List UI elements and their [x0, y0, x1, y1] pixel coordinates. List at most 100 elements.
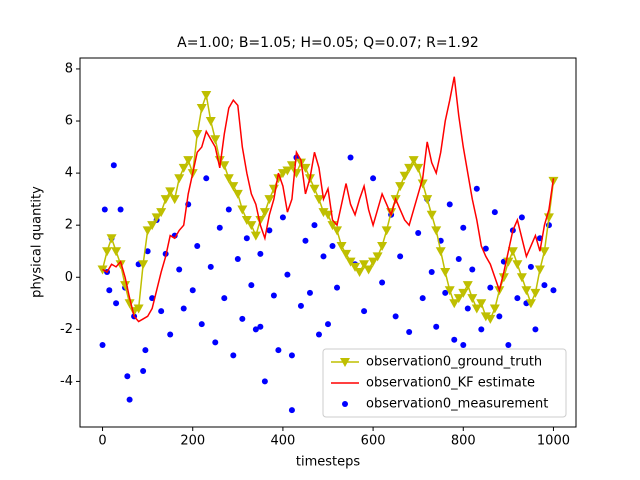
marker: [156, 208, 167, 218]
point: [189, 287, 196, 294]
y-tick-label: 8: [65, 61, 73, 76]
point: [288, 407, 295, 414]
marker: [404, 163, 415, 173]
marker: [359, 260, 370, 270]
point: [248, 282, 255, 289]
point: [275, 347, 282, 354]
marker: [111, 247, 122, 257]
point: [144, 248, 151, 255]
point: [505, 341, 512, 348]
point: [451, 336, 458, 343]
point: [460, 224, 467, 231]
marker: [147, 221, 158, 231]
marker: [201, 90, 212, 100]
marker: [395, 182, 406, 192]
marker: [480, 312, 491, 322]
marker: [286, 161, 297, 171]
point: [297, 302, 304, 309]
point: [216, 224, 223, 231]
point: [455, 256, 462, 263]
marker: [381, 226, 392, 236]
point: [266, 227, 273, 234]
point: [482, 245, 489, 252]
marker: [408, 156, 419, 166]
point: [176, 266, 183, 273]
marker: [336, 242, 347, 252]
marker: [399, 171, 410, 181]
point: [311, 222, 318, 229]
point: [406, 328, 413, 335]
marker: [205, 117, 216, 127]
marker: [444, 286, 455, 296]
marker: [210, 135, 221, 145]
point: [252, 326, 259, 333]
point: [113, 300, 120, 307]
point: [397, 253, 404, 260]
point: [518, 214, 525, 221]
marker: [273, 174, 284, 184]
marker: [160, 195, 171, 205]
point: [207, 263, 214, 270]
point: [194, 243, 201, 250]
point: [460, 341, 467, 348]
marker: [507, 247, 518, 257]
x-tick-label: 800: [451, 434, 476, 449]
marker: [530, 288, 541, 298]
legend-swatch: [340, 358, 350, 367]
marker: [341, 249, 352, 259]
point: [140, 368, 147, 375]
point: [101, 206, 108, 213]
point: [212, 339, 219, 346]
marker: [300, 163, 311, 173]
point: [167, 331, 174, 338]
marker: [232, 189, 243, 199]
marker: [471, 304, 482, 314]
point: [270, 292, 277, 299]
marker: [521, 286, 532, 296]
legend-swatch: [342, 401, 348, 407]
point: [419, 295, 426, 302]
marker: [377, 242, 388, 252]
point: [225, 206, 232, 213]
marker: [426, 210, 437, 220]
y-tick-label: -4: [60, 374, 73, 389]
marker: [165, 187, 176, 197]
x-tick-label: 0: [98, 434, 106, 449]
marker: [453, 294, 464, 304]
legend: observation0_ground_truth observation0_KF…: [322, 348, 567, 418]
marker: [435, 247, 446, 257]
marker: [498, 273, 509, 283]
point: [106, 287, 113, 294]
point: [315, 331, 322, 338]
point: [221, 295, 228, 302]
marker: [142, 226, 153, 236]
marker: [489, 304, 500, 314]
point: [180, 305, 187, 312]
marker: [350, 262, 361, 272]
point: [99, 341, 106, 348]
marker: [259, 208, 270, 218]
x-tick-label: 200: [180, 434, 205, 449]
marker: [525, 299, 536, 309]
point: [473, 185, 480, 192]
point: [433, 323, 440, 330]
y-tick-label: -2: [60, 322, 73, 337]
plot-area: [97, 76, 559, 414]
marker: [363, 265, 374, 275]
marker: [282, 166, 293, 176]
legend-label: observation0_ground_truth: [366, 355, 542, 370]
point: [361, 308, 368, 315]
marker: [485, 314, 496, 324]
marker: [115, 260, 126, 270]
marker: [512, 260, 523, 270]
point: [370, 175, 377, 182]
point: [491, 209, 498, 216]
marker: [368, 257, 379, 267]
marker: [124, 299, 135, 309]
point: [325, 321, 331, 328]
marker: [237, 205, 248, 215]
marker: [345, 257, 356, 267]
point: [234, 256, 241, 263]
marker: [169, 195, 180, 205]
